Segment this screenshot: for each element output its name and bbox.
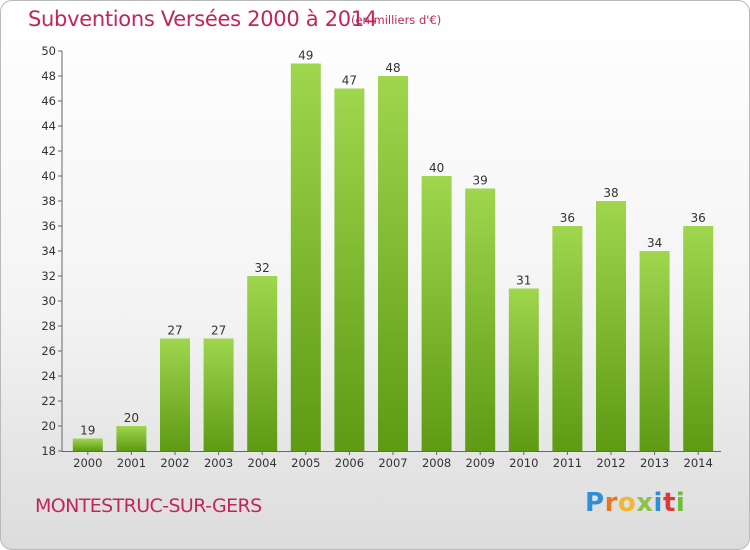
y-tick-label: 40 — [41, 169, 56, 183]
y-tick-label: 26 — [41, 344, 56, 358]
y-tick-label: 32 — [41, 269, 56, 283]
bar-value-label: 40 — [429, 161, 444, 175]
chart-subtitle: (en milliers d'€) — [351, 13, 442, 27]
x-tick-label: 2013 — [640, 456, 669, 470]
bar — [160, 338, 190, 451]
y-tick-label: 38 — [41, 194, 56, 208]
x-tick-label: 2012 — [596, 456, 625, 470]
bar — [465, 188, 496, 451]
bar — [72, 438, 103, 451]
logo-letter: i — [675, 488, 686, 518]
proxiti-logo: Proxiti — [585, 488, 685, 518]
y-tick-label: 22 — [41, 394, 56, 408]
bar — [378, 76, 408, 451]
bar-value-label: 32 — [255, 261, 270, 275]
bar — [116, 426, 147, 451]
bar-value-label: 36 — [560, 211, 575, 225]
x-tick-label: 2001 — [117, 456, 146, 470]
bar — [508, 288, 539, 451]
y-tick-label: 46 — [41, 94, 56, 108]
bar — [290, 63, 321, 451]
bar — [683, 226, 714, 451]
bar — [334, 88, 365, 451]
bar-value-label: 38 — [603, 186, 618, 200]
bar — [203, 338, 234, 451]
y-tick-label: 50 — [41, 44, 56, 58]
y-tick-label: 48 — [41, 69, 56, 83]
y-tick-label: 44 — [41, 119, 56, 133]
bar — [552, 226, 583, 451]
x-tick-label: 2003 — [204, 456, 233, 470]
y-tick-label: 28 — [41, 319, 56, 333]
commune-name: MONTESTRUC-SUR-GERS — [35, 495, 262, 517]
y-tick-label: 34 — [41, 244, 56, 258]
x-tick-label: 2014 — [684, 456, 713, 470]
y-tick-label: 18 — [41, 444, 56, 458]
y-tick-label: 20 — [41, 419, 56, 433]
bar-value-label: 39 — [473, 174, 488, 188]
bar-value-label: 48 — [385, 61, 400, 75]
bar-value-label: 34 — [647, 236, 662, 250]
x-tick-label: 2007 — [378, 456, 407, 470]
bar-value-label: 47 — [342, 74, 357, 88]
y-tick-label: 36 — [41, 219, 56, 233]
x-tick-label: 2011 — [553, 456, 582, 470]
y-tick-label: 24 — [41, 369, 56, 383]
logo-letter: o — [617, 488, 637, 518]
x-tick-label: 2006 — [335, 456, 364, 470]
logo-letter: x — [636, 488, 654, 518]
x-tick-label: 2000 — [73, 456, 102, 470]
chart-title: Subventions Versées 2000 à 2014 — [28, 7, 377, 31]
bar-value-label: 20 — [124, 411, 139, 425]
logo-letter: t — [662, 488, 676, 518]
bar-value-label: 19 — [80, 424, 95, 438]
y-tick-label: 30 — [41, 294, 56, 308]
logo-letter: r — [604, 488, 618, 518]
bar-value-label: 36 — [691, 211, 706, 225]
bar — [421, 176, 452, 451]
x-tick-label: 2009 — [466, 456, 495, 470]
y-tick-label: 42 — [41, 144, 56, 158]
bar-value-label: 49 — [298, 49, 313, 63]
logo-letter: P — [585, 488, 605, 518]
bar-value-label: 27 — [167, 324, 182, 338]
x-tick-label: 2008 — [422, 456, 451, 470]
bar-value-label: 31 — [516, 274, 531, 288]
bar-value-label: 27 — [211, 324, 226, 338]
bar — [596, 201, 626, 451]
logo-letter: i — [653, 488, 663, 518]
x-tick-label: 2002 — [160, 456, 189, 470]
x-tick-label: 2005 — [291, 456, 320, 470]
bar — [247, 276, 278, 451]
bar — [639, 251, 670, 451]
x-tick-label: 2004 — [248, 456, 277, 470]
x-tick-label: 2010 — [509, 456, 538, 470]
